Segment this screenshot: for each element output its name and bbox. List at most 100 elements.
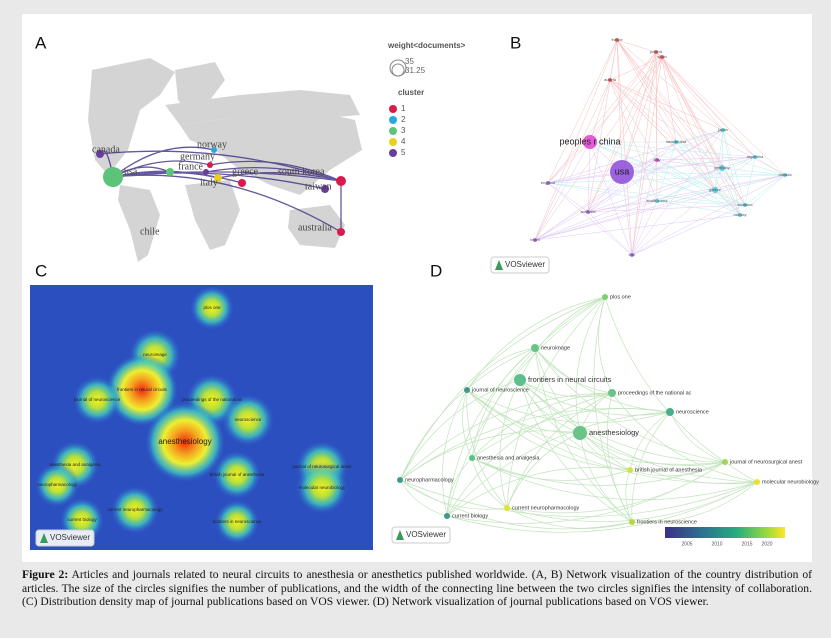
link xyxy=(714,189,741,216)
link xyxy=(547,182,633,256)
link xyxy=(547,174,786,184)
country-label: usa xyxy=(615,166,630,176)
journal-label: neuropharmacology xyxy=(37,482,78,487)
country-label: usa xyxy=(124,166,138,177)
country-node xyxy=(103,167,123,187)
link xyxy=(589,141,633,256)
link xyxy=(589,141,723,169)
link xyxy=(587,174,786,213)
link xyxy=(534,56,663,241)
link xyxy=(399,479,758,518)
link xyxy=(587,204,746,213)
link xyxy=(446,457,473,517)
link xyxy=(675,129,724,143)
link xyxy=(722,129,746,206)
country-node xyxy=(583,135,597,149)
country-node xyxy=(783,173,787,177)
country-node xyxy=(630,253,634,257)
country-node xyxy=(337,228,345,236)
link xyxy=(655,51,724,131)
link xyxy=(587,51,657,213)
link xyxy=(446,347,536,517)
legend-weight: 31.25 xyxy=(405,66,426,75)
link xyxy=(217,172,342,182)
country-label: taiwan xyxy=(305,181,332,192)
country-label: south korea xyxy=(278,166,325,177)
colorbar-tick: 2015 xyxy=(741,541,752,547)
journal-label: neuroscience xyxy=(676,409,709,415)
country-label: poland xyxy=(650,49,662,54)
link xyxy=(399,407,671,481)
link xyxy=(399,479,633,530)
link xyxy=(499,379,521,509)
journal-label: plos one xyxy=(610,294,631,300)
panel-label: A xyxy=(35,33,47,52)
link xyxy=(722,129,741,216)
density-blob xyxy=(106,354,178,426)
brand-name: VOSviewer xyxy=(406,530,446,539)
link xyxy=(655,51,658,161)
density-blob xyxy=(213,451,261,499)
journal-links xyxy=(399,296,758,533)
country-node xyxy=(655,199,659,203)
density-blob xyxy=(111,486,159,534)
link xyxy=(446,296,606,517)
journal-node xyxy=(464,387,470,393)
link xyxy=(446,392,613,517)
country-node xyxy=(238,179,246,187)
legend-title: weight<documents> xyxy=(387,41,466,50)
link xyxy=(631,51,657,256)
density-blob xyxy=(296,462,348,514)
link xyxy=(739,174,786,216)
link xyxy=(675,141,716,191)
link xyxy=(446,461,726,524)
legend-weight: 35 xyxy=(405,57,414,66)
legend-cluster: 1 xyxy=(401,104,406,113)
caption-text: Articles and journals related to neural … xyxy=(22,568,812,609)
link xyxy=(446,481,758,533)
country-label: argentina xyxy=(747,154,764,159)
country-label: canada xyxy=(92,144,120,155)
country-label: brazil xyxy=(530,237,540,242)
link xyxy=(547,156,756,184)
journal-label: current neuropharmacology xyxy=(107,507,163,512)
country-node xyxy=(96,150,104,158)
country-label: italy xyxy=(653,157,660,162)
link xyxy=(744,156,756,206)
link xyxy=(399,479,508,510)
journal-node xyxy=(722,459,728,465)
link xyxy=(579,432,758,485)
link xyxy=(744,174,786,206)
journal-label: journal of neurosurgical anest xyxy=(291,464,352,469)
link xyxy=(661,56,741,216)
country-node xyxy=(586,210,590,214)
link xyxy=(616,39,756,158)
link xyxy=(621,51,657,173)
link xyxy=(661,56,746,206)
link xyxy=(589,141,741,216)
country-label: england xyxy=(541,180,555,185)
link xyxy=(519,379,613,398)
link xyxy=(629,411,671,471)
link xyxy=(399,392,613,481)
link xyxy=(604,296,758,483)
link xyxy=(656,159,723,169)
journal-label: neuroimage xyxy=(143,352,167,357)
country-label: south korea xyxy=(647,198,669,203)
journal-label: neuroimage xyxy=(541,345,570,351)
link xyxy=(462,389,473,459)
link xyxy=(661,56,723,169)
link xyxy=(471,392,613,459)
journal-node xyxy=(627,467,633,473)
link xyxy=(547,39,618,184)
link xyxy=(656,159,716,191)
link xyxy=(112,146,215,178)
link xyxy=(675,141,786,176)
link xyxy=(621,129,724,173)
country-node xyxy=(608,78,612,82)
link xyxy=(675,141,723,169)
journal-node xyxy=(504,505,510,511)
journal-label: frontiers in neural circuits xyxy=(117,387,168,392)
link xyxy=(534,347,631,471)
link xyxy=(609,79,741,216)
